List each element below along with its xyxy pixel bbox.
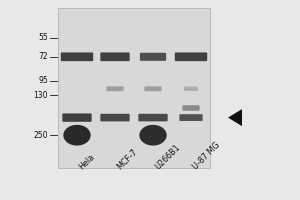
FancyBboxPatch shape	[140, 53, 166, 61]
Text: 55: 55	[38, 33, 48, 42]
Text: 72: 72	[38, 52, 48, 61]
FancyBboxPatch shape	[184, 87, 198, 91]
FancyBboxPatch shape	[61, 52, 93, 61]
Text: Hela: Hela	[77, 152, 96, 171]
Ellipse shape	[139, 125, 167, 146]
FancyBboxPatch shape	[62, 113, 92, 122]
FancyBboxPatch shape	[175, 52, 207, 61]
Text: 250: 250	[34, 131, 48, 140]
FancyBboxPatch shape	[100, 52, 130, 61]
Polygon shape	[228, 109, 242, 126]
FancyBboxPatch shape	[100, 114, 130, 121]
Text: MCF-7: MCF-7	[115, 147, 139, 171]
FancyBboxPatch shape	[138, 114, 168, 121]
FancyBboxPatch shape	[179, 114, 203, 121]
Text: U266B1: U266B1	[153, 142, 182, 171]
Text: 95: 95	[38, 76, 48, 85]
FancyBboxPatch shape	[182, 105, 200, 111]
FancyBboxPatch shape	[144, 86, 162, 91]
Text: 130: 130	[34, 91, 48, 100]
Ellipse shape	[63, 125, 91, 146]
Bar	[58, 8, 210, 168]
Text: U-87 MG: U-87 MG	[191, 140, 222, 171]
FancyBboxPatch shape	[106, 86, 124, 91]
